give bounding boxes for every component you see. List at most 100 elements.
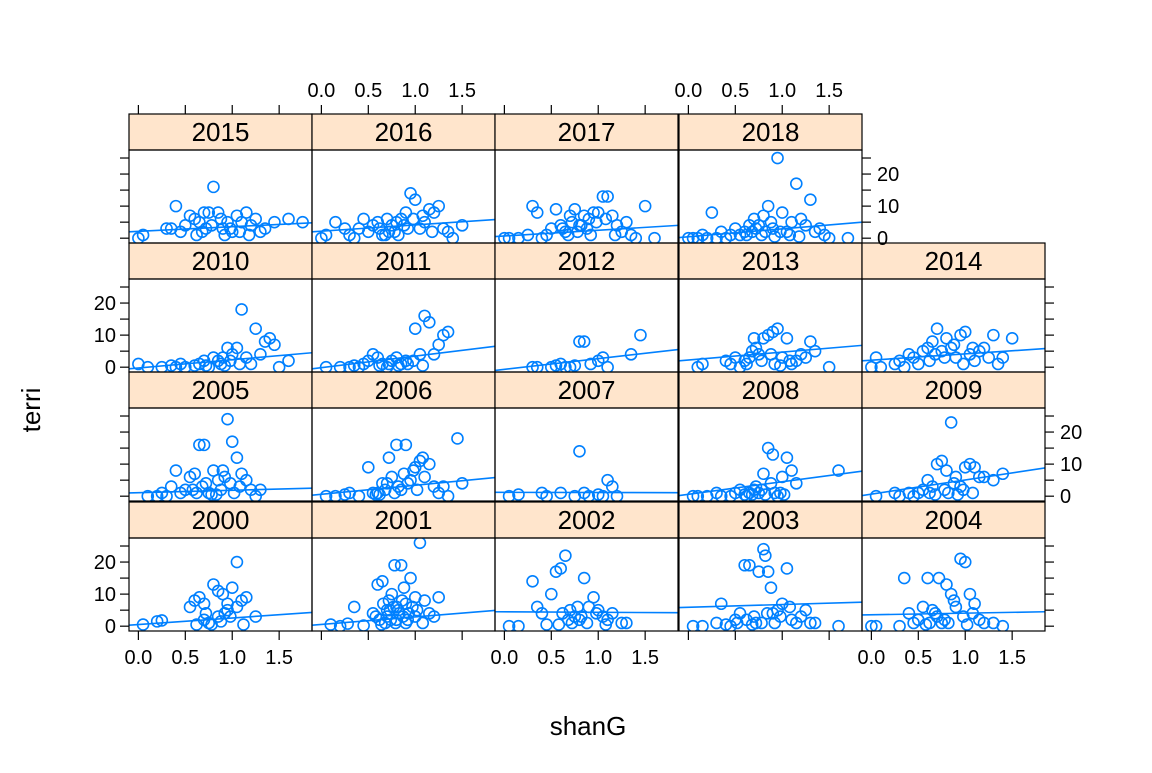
plot-area-2005 — [129, 414, 312, 502]
strip-label-2011: 2011 — [376, 246, 432, 276]
x-tick-label-top-3-2: 1.0 — [768, 80, 796, 102]
point-2008-18 — [781, 452, 792, 463]
x-tick-label-top-3-3: 1.5 — [815, 80, 843, 102]
panel-2013: 2013 — [679, 243, 862, 373]
point-2006-29 — [408, 465, 419, 476]
plot-area-2001 — [312, 537, 495, 631]
point-2018-27 — [805, 194, 816, 205]
strip-label-2015: 2015 — [192, 117, 250, 147]
point-2001-15 — [398, 582, 409, 593]
panel-border-2017 — [495, 150, 678, 243]
panel-border-2012 — [495, 279, 678, 372]
y-tick-label-right-3-1: 10 — [877, 196, 899, 218]
point-2014-24 — [988, 330, 999, 341]
y-tick-label-right-3-0: 0 — [877, 228, 888, 250]
point-2013-23 — [824, 362, 835, 373]
y-axis-title: terri — [16, 388, 46, 433]
plot-area-2012 — [495, 330, 678, 373]
panel-border-2015 — [129, 150, 312, 243]
strip-label-2013: 2013 — [742, 246, 800, 276]
point-2006-23 — [452, 433, 463, 444]
y-tick-label-left-0-0: 0 — [105, 616, 116, 638]
strip-label-2008: 2008 — [742, 375, 800, 405]
panel-border-2004 — [862, 538, 1045, 631]
point-2018-20 — [772, 153, 783, 164]
point-2001-33 — [417, 617, 428, 628]
plot-area-2007 — [495, 446, 678, 502]
y-tick-label-left-0-2: 20 — [94, 552, 116, 574]
x-tick-label-top-1-1: 0.5 — [354, 80, 382, 102]
point-2014-30 — [939, 352, 950, 363]
strip-label-2009: 2009 — [925, 375, 983, 405]
panel-2005: 2005 — [129, 372, 312, 502]
point-2001-43 — [400, 617, 411, 628]
point-2017-25 — [621, 217, 632, 228]
point-2002-27 — [591, 608, 602, 619]
point-2006-19 — [419, 471, 430, 482]
point-2000-26 — [238, 619, 249, 630]
point-2006-5 — [363, 462, 374, 473]
point-2001-3 — [349, 601, 360, 612]
point-2015-13 — [208, 181, 219, 192]
point-2006-30 — [417, 452, 428, 463]
point-2003-34 — [732, 617, 743, 628]
point-2012-11 — [602, 362, 613, 373]
point-2010-17 — [236, 304, 247, 315]
plot-area-2009 — [862, 417, 1045, 502]
panel-2010: 2010 — [129, 243, 312, 373]
strip-label-2002: 2002 — [558, 505, 616, 535]
point-2003-19 — [781, 563, 792, 574]
point-2018-32 — [842, 233, 853, 244]
strip-label-2016: 2016 — [375, 117, 433, 147]
point-2018-21 — [777, 207, 788, 218]
panel-2000: 2000 — [129, 502, 312, 631]
point-2006-10 — [383, 452, 394, 463]
strip-label-2012: 2012 — [558, 246, 616, 276]
point-2005-5 — [170, 465, 181, 476]
plot-area-2014 — [862, 323, 1045, 372]
point-2004-14 — [946, 589, 957, 600]
fit-line-2013 — [679, 345, 862, 360]
panel-2002: 2002 — [495, 502, 678, 632]
point-2014-32 — [958, 358, 969, 369]
point-2004-23 — [997, 621, 1008, 632]
point-2005-19 — [231, 452, 242, 463]
point-2015-26 — [283, 213, 294, 224]
x-tick-label-top-1-3: 1.5 — [448, 80, 476, 102]
point-2013-22 — [810, 346, 821, 357]
y-tick-label-left-0-1: 10 — [94, 584, 116, 606]
point-2017-9 — [551, 204, 562, 215]
point-2016-35 — [417, 210, 428, 221]
panel-2003: 2003 — [679, 502, 862, 632]
point-2011-28 — [417, 360, 428, 371]
plot-area-2016 — [312, 188, 495, 244]
x-tick-label-bottom-4-2: 1.0 — [951, 647, 979, 669]
point-2004-8 — [922, 573, 933, 584]
point-2010-20 — [250, 323, 261, 334]
plot-area-2002 — [495, 550, 678, 632]
point-2013-24 — [741, 358, 752, 369]
panel-border-2005 — [129, 408, 312, 501]
panel-2011: 2011 — [312, 243, 495, 373]
plot-area-2008 — [679, 443, 862, 502]
point-2004-3 — [899, 573, 910, 584]
x-tick-label-top-1-2: 1.0 — [401, 80, 429, 102]
point-2002-2 — [527, 576, 538, 587]
point-2004-11 — [933, 573, 944, 584]
point-2015-4 — [170, 201, 181, 212]
x-tick-label-bottom-0-3: 1.5 — [265, 647, 293, 669]
point-2000-13 — [227, 582, 238, 593]
strip-label-2003: 2003 — [742, 505, 800, 535]
x-tick-label-bottom-2-1: 0.5 — [537, 647, 565, 669]
point-2000-14 — [231, 557, 242, 568]
point-2001-17 — [405, 573, 416, 584]
point-2006-33 — [443, 491, 454, 502]
panel-2006: 2006 — [312, 372, 495, 502]
point-2001-2 — [342, 618, 353, 629]
strip-label-2005: 2005 — [192, 375, 250, 405]
y-tick-label-right-1-1: 10 — [1060, 454, 1082, 476]
plot-area-2010 — [129, 304, 312, 373]
plot-area-2000 — [129, 557, 312, 631]
